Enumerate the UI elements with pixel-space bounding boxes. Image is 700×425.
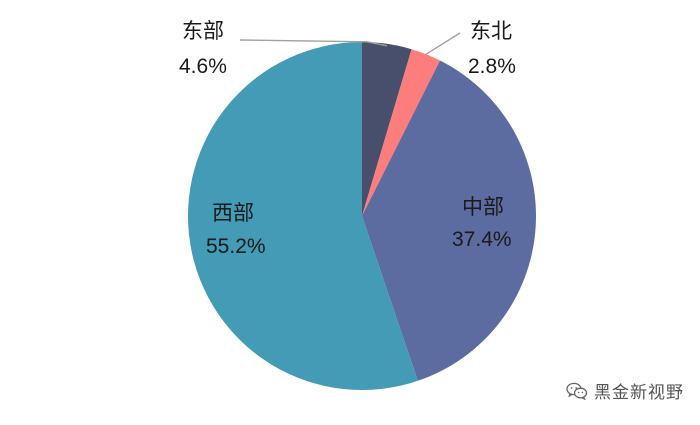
wechat-icon bbox=[566, 382, 588, 400]
slice-label-east-value: 4.6% bbox=[179, 55, 227, 78]
slice-label-central-name: 中部 bbox=[462, 196, 504, 219]
watermark: 黑金新视野 bbox=[566, 378, 684, 403]
pie-slice-central bbox=[362, 60, 536, 381]
leader-line-northeast bbox=[425, 32, 461, 55]
pie-slice-northeast bbox=[362, 49, 441, 216]
watermark-text: 黑金新视野 bbox=[594, 383, 684, 403]
slice-label-east-name: 东部 bbox=[182, 20, 224, 43]
slice-label-central-value: 37.4% bbox=[452, 228, 512, 251]
leader-line-east bbox=[239, 39, 388, 47]
leader-lines bbox=[239, 32, 461, 55]
slice-label-west-value: 55.2% bbox=[206, 235, 266, 258]
pie-slice-east bbox=[362, 42, 412, 216]
slice-label-northeast-value: 2.8% bbox=[468, 55, 516, 78]
pie-slice-west bbox=[187, 42, 418, 390]
slice-label-northeast-name: 东北 bbox=[470, 20, 512, 43]
pie-slices bbox=[187, 42, 536, 390]
slice-label-west-name: 西部 bbox=[212, 202, 254, 225]
